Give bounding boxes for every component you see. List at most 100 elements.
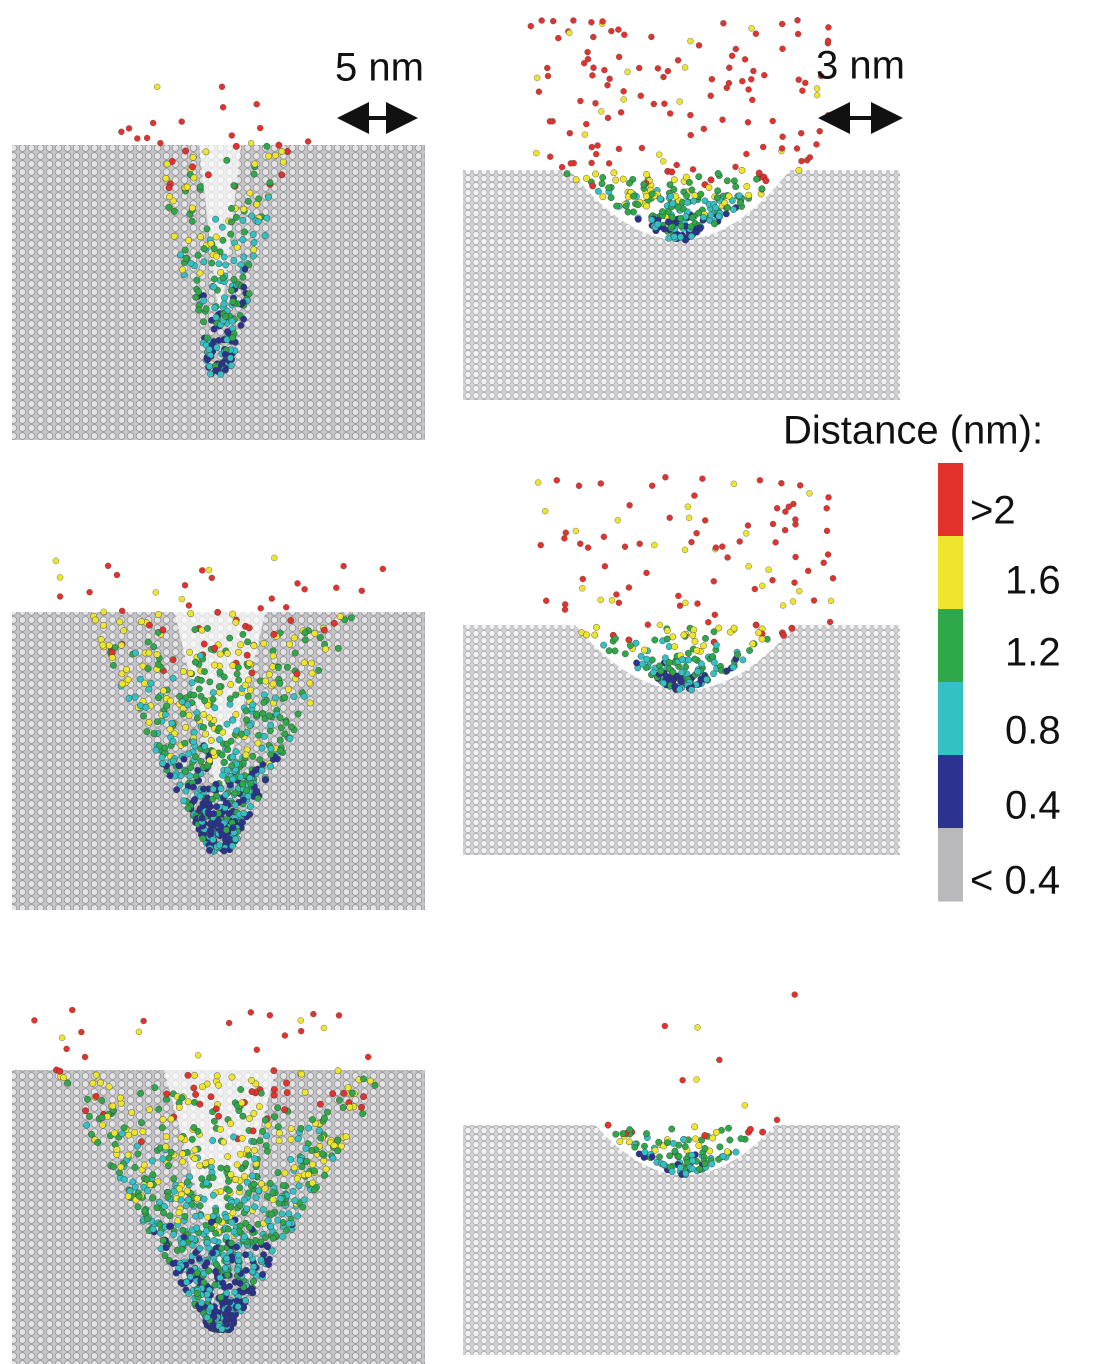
ejected-atom: [58, 1034, 66, 1042]
atom: [155, 1105, 163, 1113]
atom: [188, 217, 196, 225]
atom: [252, 1244, 260, 1251]
atom: [188, 679, 196, 687]
atom: [691, 1123, 699, 1131]
atom: [301, 636, 309, 644]
atom: [232, 213, 240, 221]
atom: [229, 775, 237, 783]
atom: [159, 687, 167, 695]
ejected-atom: [636, 64, 643, 72]
ejected-atom: [745, 563, 752, 570]
atom: [203, 1179, 210, 1187]
atom: [190, 174, 198, 182]
atom: [723, 667, 731, 675]
atom: [207, 370, 214, 378]
atom: [285, 1220, 293, 1228]
atom: [233, 1243, 240, 1251]
ejected-atom: [799, 87, 806, 94]
ejected-atom: [149, 119, 157, 127]
atom: [281, 730, 289, 738]
ejected-atom: [118, 128, 125, 136]
atom: [143, 1215, 151, 1223]
atom: [239, 299, 247, 306]
atom: [198, 814, 206, 822]
atom: [234, 663, 242, 671]
ejected-atom: [615, 26, 622, 33]
atom: [158, 753, 166, 761]
atom: [730, 206, 737, 213]
atom: [715, 212, 723, 220]
atom: [651, 1146, 659, 1154]
atom: [228, 842, 236, 850]
atom: [202, 305, 210, 313]
atom: [625, 1138, 633, 1146]
atom: [198, 626, 206, 634]
atom: [308, 659, 315, 667]
atom: [241, 265, 249, 273]
ejected-atom: [693, 530, 700, 537]
ejected-atom: [553, 477, 560, 484]
ejected-atom: [208, 574, 216, 582]
ejected-atom: [773, 505, 781, 512]
atom: [215, 841, 223, 849]
ejected-atom: [694, 600, 701, 607]
atom: [334, 1136, 342, 1144]
atom: [735, 192, 743, 200]
legend-label: >2: [970, 489, 1016, 533]
atom: [795, 166, 803, 174]
atom: [195, 1255, 203, 1262]
atom: [693, 647, 701, 654]
atom: [207, 1093, 215, 1101]
atom: [669, 200, 676, 208]
ejected-atom: [667, 110, 674, 117]
atom: [201, 743, 209, 750]
atom: [261, 1185, 269, 1193]
atom: [737, 199, 744, 207]
ejected-atom: [538, 17, 545, 24]
atom: [242, 1219, 250, 1227]
atom: [227, 737, 235, 745]
ejected-atom: [719, 116, 726, 123]
atom: [234, 1303, 242, 1311]
atom: [227, 362, 235, 369]
atom: [211, 661, 218, 669]
atom: [134, 1203, 142, 1211]
atom: [226, 354, 234, 362]
atom: [275, 141, 283, 149]
atom: [780, 631, 787, 639]
atom: [192, 772, 200, 780]
atom: [179, 710, 187, 718]
atom: [175, 1104, 183, 1111]
atom: [598, 180, 606, 188]
atom: [238, 1165, 246, 1173]
ejected-atom: [813, 85, 821, 92]
atom: [671, 1147, 679, 1155]
atom: [762, 177, 770, 185]
atom: [275, 1137, 283, 1145]
atom: [250, 1180, 258, 1188]
atom: [218, 831, 226, 838]
atom: [145, 621, 153, 629]
ejected-atom: [544, 64, 551, 72]
atom: [318, 1150, 326, 1158]
atom: [219, 236, 227, 244]
atom: [249, 1127, 257, 1135]
atom: [197, 757, 205, 765]
ejected-atom: [723, 84, 730, 92]
atom: [266, 1180, 274, 1187]
atom: [722, 210, 730, 218]
atom: [153, 651, 161, 658]
atom: [267, 1210, 275, 1218]
atom: [279, 1233, 286, 1240]
atom: [145, 1106, 153, 1113]
atom: [242, 1160, 250, 1168]
atom: [153, 1204, 161, 1212]
ejected-atom: [823, 505, 830, 512]
atom: [203, 225, 211, 233]
atom: [213, 252, 220, 260]
atom: [263, 1147, 271, 1155]
atom: [283, 1089, 291, 1097]
atom: [227, 1203, 235, 1211]
atom: [153, 718, 161, 726]
ejected-atom: [769, 577, 776, 584]
